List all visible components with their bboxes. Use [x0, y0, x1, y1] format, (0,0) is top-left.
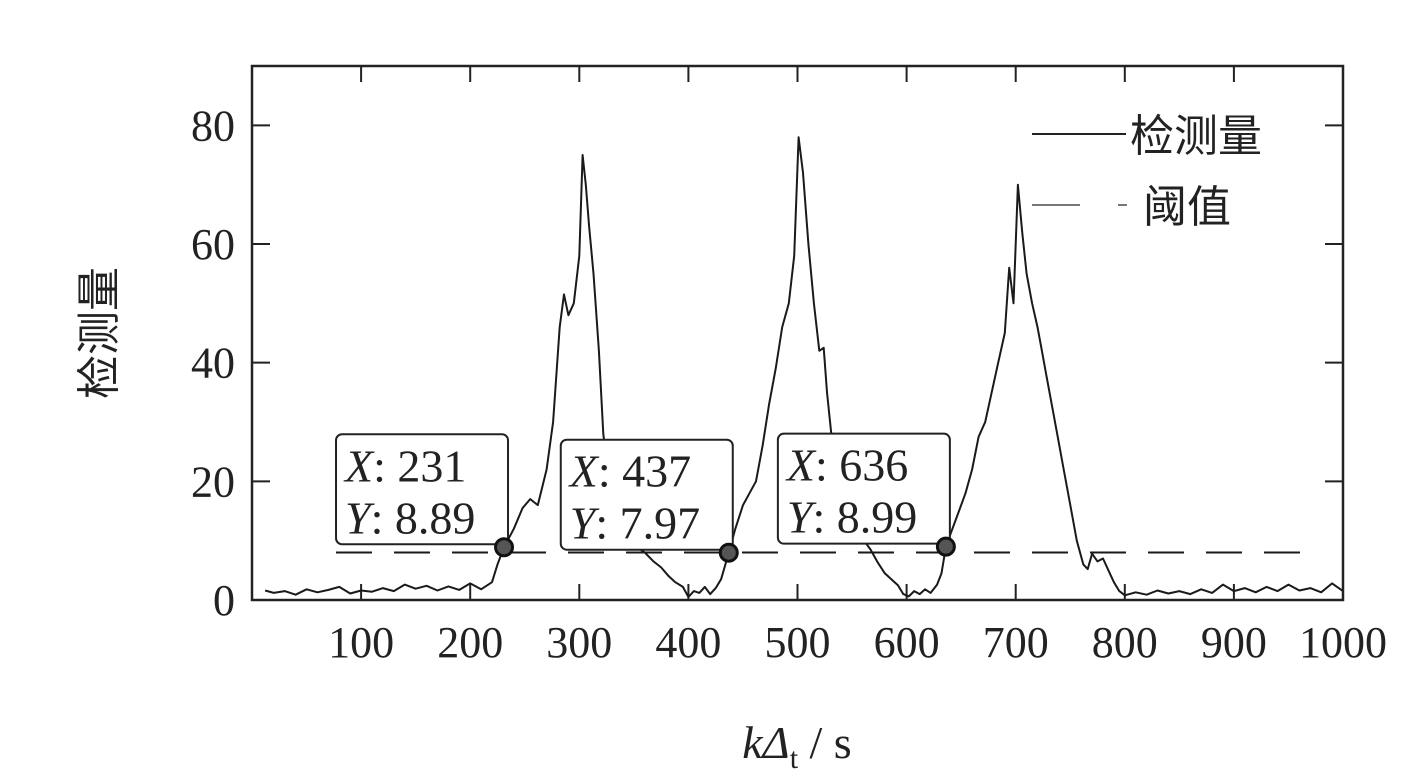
x-tick-label: 500 — [765, 618, 831, 667]
x-tick-label: 200 — [437, 618, 503, 667]
datatip-y-text: Y: 8.89 — [345, 492, 475, 543]
datatip-x-text: X: 437 — [568, 446, 691, 497]
datatip-y-text: Y: 7.97 — [570, 498, 700, 549]
datatip-x-text: X: 231 — [343, 440, 466, 491]
datatip-x-text: X: 636 — [785, 440, 908, 491]
datatip-marker — [718, 542, 739, 563]
legend-label-detection: 检测量 — [1130, 112, 1262, 161]
y-tick-label: 60 — [191, 220, 235, 269]
series-line-detection — [264, 136, 1344, 598]
x-tick-label: 300 — [546, 618, 612, 667]
legend: 检测量 阈值 — [1032, 112, 1262, 232]
x-axis-label: kΔt / s — [742, 717, 851, 775]
datatip-box — [776, 432, 951, 545]
x-tick-label: 800 — [1092, 618, 1158, 667]
y-tick-label: 40 — [191, 339, 235, 388]
datatip-marker — [494, 537, 515, 558]
datatip-marker — [935, 536, 956, 557]
datatip-box — [559, 438, 734, 551]
datatip-box — [335, 433, 510, 546]
y-tick-label: 80 — [191, 101, 235, 150]
y-tick-label: 20 — [191, 457, 235, 506]
series-layer — [264, 136, 1344, 598]
x-tick-label: 600 — [874, 618, 940, 667]
y-tick-label: 0 — [213, 576, 235, 625]
ticks-layer — [252, 66, 1344, 601]
tick-labels-layer: 100 200 300 400 500 600 700 800 900 1000 0 20 40 60 80 — [191, 101, 1387, 667]
legend-label-threshold: 阈值 — [1143, 183, 1231, 232]
x-tick-label: 100 — [328, 618, 394, 667]
x-tick-label: 700 — [983, 618, 1049, 667]
x-tick-label: 400 — [655, 618, 721, 667]
y-axis-label: 检测量 — [75, 267, 124, 399]
datatip-y-text: Y: 8.99 — [787, 492, 917, 543]
x-tick-label: 900 — [1201, 618, 1267, 667]
x-tick-label: 1000 — [1299, 618, 1387, 667]
